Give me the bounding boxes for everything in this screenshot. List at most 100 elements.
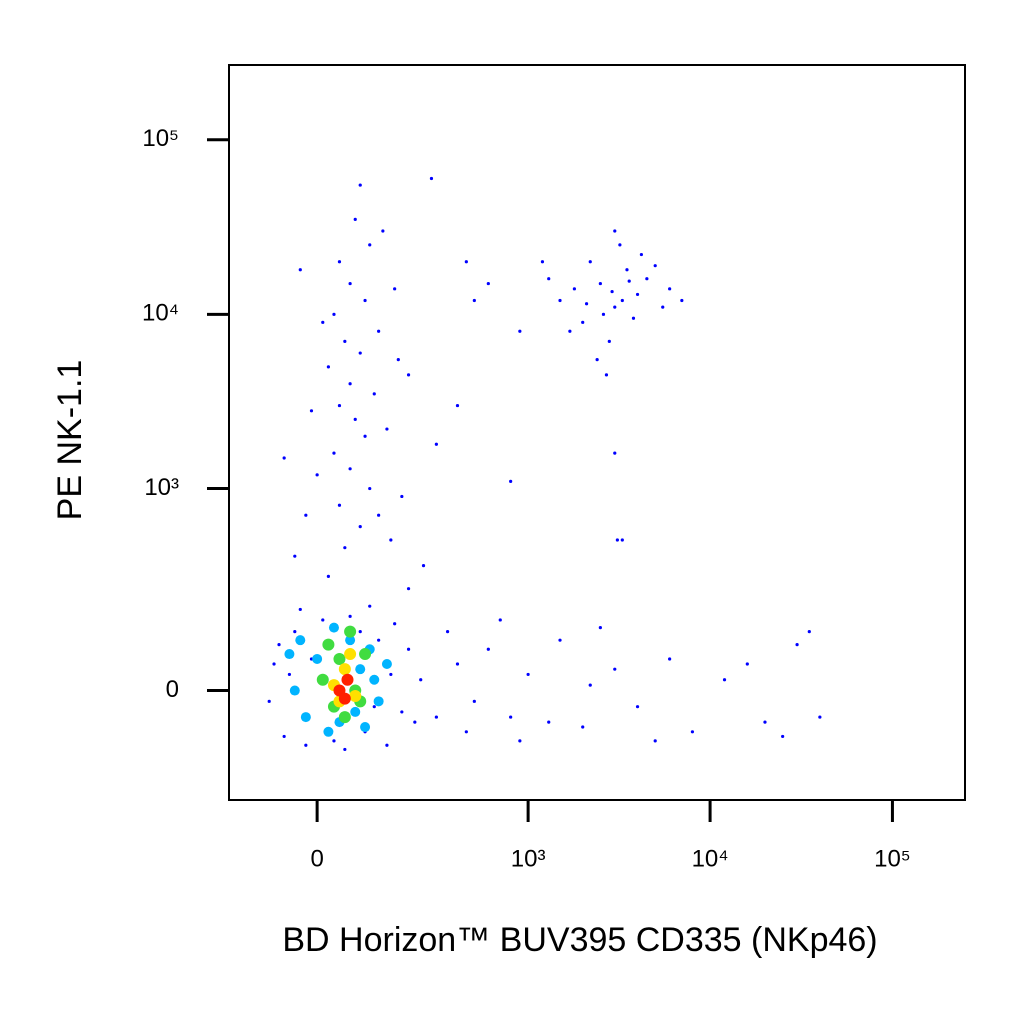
- data-point: [326, 365, 331, 369]
- y-tick-label: 0: [166, 676, 179, 703]
- data-point: [400, 494, 404, 499]
- data-point: [518, 329, 522, 333]
- data-point: [322, 638, 335, 651]
- data-point: [595, 358, 599, 362]
- data-point: [267, 699, 271, 703]
- data-point: [368, 604, 372, 608]
- data-point: [312, 653, 323, 664]
- data-point: [795, 643, 799, 647]
- data-point: [343, 747, 347, 752]
- data-point: [455, 403, 460, 408]
- data-point: [372, 705, 376, 709]
- data-point: [588, 260, 592, 264]
- data-point: [598, 626, 602, 630]
- data-point: [341, 673, 354, 686]
- data-point: [348, 614, 352, 618]
- data-point: [353, 417, 357, 421]
- data-point: [304, 513, 308, 517]
- data-point: [421, 564, 426, 568]
- data-point: [781, 734, 785, 739]
- y-tick-label: 10⁵: [142, 125, 179, 152]
- data-point: [680, 298, 684, 303]
- data-point: [526, 672, 530, 677]
- data-point: [610, 289, 614, 294]
- data-point: [333, 652, 346, 665]
- data-point: [547, 720, 551, 724]
- data-point: [349, 689, 362, 702]
- data-point: [668, 657, 672, 661]
- data-point: [277, 643, 281, 647]
- data-point: [323, 726, 334, 737]
- data-point: [343, 339, 347, 343]
- x-tick-label: 0: [310, 845, 323, 872]
- data-point: [377, 329, 381, 333]
- data-point: [604, 373, 609, 377]
- data-point: [639, 252, 644, 257]
- data-point: [358, 630, 362, 634]
- data-point: [722, 678, 727, 682]
- data-point: [396, 358, 400, 362]
- data-point: [464, 260, 468, 264]
- data-point: [558, 638, 562, 642]
- data-point: [620, 538, 624, 542]
- data-point: [472, 298, 476, 303]
- y-tick-label: 10⁴: [142, 300, 179, 327]
- data-point: [345, 635, 356, 646]
- data-point: [661, 305, 665, 309]
- data-point: [645, 277, 649, 281]
- data-point: [572, 287, 576, 291]
- data-point: [321, 320, 325, 324]
- data-point: [328, 622, 339, 633]
- data-point: [359, 648, 372, 661]
- data-point: [368, 486, 372, 491]
- data-point: [282, 456, 286, 460]
- x-tick-label: 10⁵: [874, 845, 911, 872]
- data-point: [332, 739, 336, 743]
- data-point: [300, 712, 311, 723]
- data-point: [315, 473, 319, 477]
- y-axis-label: PE NK-1.1: [51, 360, 89, 521]
- data-point: [618, 243, 622, 247]
- data-point: [419, 678, 423, 682]
- data-point: [289, 685, 300, 696]
- data-point: [455, 662, 460, 666]
- data-point: [337, 403, 342, 408]
- data-point: [547, 277, 551, 281]
- data-point: [338, 663, 351, 676]
- data-point: [653, 739, 657, 743]
- data-point: [348, 281, 352, 286]
- data-point: [607, 339, 611, 343]
- data-point: [321, 618, 325, 622]
- data-point: [389, 538, 393, 542]
- data-point: [509, 479, 513, 483]
- data-point: [518, 739, 522, 743]
- data-point: [363, 434, 367, 438]
- data-point: [316, 673, 329, 686]
- data-point: [337, 260, 342, 264]
- data-point: [360, 722, 371, 733]
- data-point: [472, 699, 476, 703]
- data-point: [358, 525, 362, 529]
- data-point: [350, 706, 361, 717]
- data-point: [400, 710, 404, 714]
- data-point: [298, 607, 302, 612]
- data-point: [429, 176, 434, 181]
- data-point: [464, 730, 468, 734]
- data-point: [581, 320, 585, 324]
- data-point: [653, 264, 657, 268]
- data-point: [635, 705, 640, 709]
- x-axis-label: BD Horizon™ BUV395 CD335 (NKp46): [282, 921, 877, 959]
- data-point: [344, 648, 357, 661]
- x-tick-label: 10⁴: [692, 845, 729, 872]
- data-point: [807, 630, 811, 634]
- data-point: [272, 662, 276, 666]
- data-point: [284, 649, 295, 660]
- data-point: [389, 672, 393, 677]
- data-point: [588, 683, 592, 687]
- data-point: [668, 287, 672, 291]
- data-point: [338, 692, 351, 705]
- data-point: [332, 451, 336, 455]
- data-point: [337, 503, 342, 507]
- data-point: [601, 312, 606, 316]
